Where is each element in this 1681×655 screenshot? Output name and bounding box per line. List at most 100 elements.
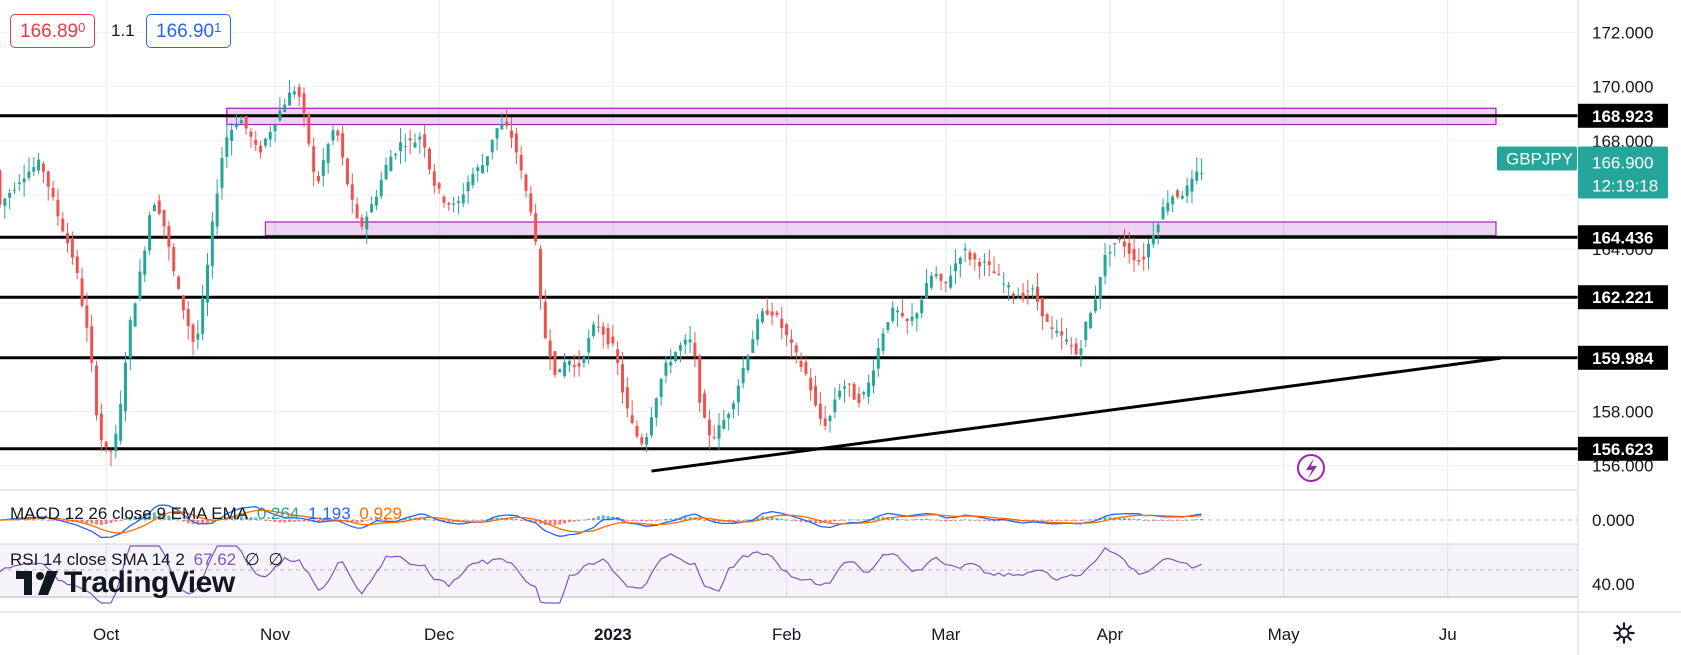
candle-body xyxy=(201,298,205,335)
time-axis[interactable]: Oct Nov Dec 2023 Feb Mar Apr May Ju xyxy=(0,611,1681,644)
candle xyxy=(1113,243,1117,257)
candle xyxy=(746,353,750,373)
macd-hist-bar xyxy=(775,517,779,520)
candle-body xyxy=(210,221,214,267)
candle-body xyxy=(37,159,41,171)
candle xyxy=(109,449,113,467)
candle xyxy=(997,263,1001,276)
candle-body xyxy=(312,146,316,172)
level-label-bg-1 xyxy=(1578,225,1668,250)
candle-body xyxy=(490,139,494,153)
candle xyxy=(1151,222,1155,248)
macd-hist-bar xyxy=(447,520,451,522)
macd-hist-bar xyxy=(1190,519,1194,521)
candle-body xyxy=(838,390,842,398)
candle-body xyxy=(283,104,287,112)
macd-hist-bar xyxy=(1040,520,1044,521)
candle xyxy=(379,171,383,200)
candle-body xyxy=(775,312,779,315)
macd-hist-bar xyxy=(712,520,716,522)
macd-hist-bar xyxy=(944,520,948,522)
candle xyxy=(910,303,914,327)
candle-body xyxy=(51,187,55,198)
candle-body xyxy=(374,196,378,206)
settings-gear-icon[interactable] xyxy=(1613,622,1635,644)
candle-body xyxy=(0,170,2,205)
price-axis[interactable]: 156.000158.000164.000168.000170.000172.0… xyxy=(1497,0,1681,655)
candle-body xyxy=(1093,299,1097,311)
lightning-icon[interactable] xyxy=(1297,454,1325,482)
candle xyxy=(1036,272,1040,311)
candle-body xyxy=(1113,243,1117,245)
macd-hist-bar xyxy=(606,516,610,520)
candle xyxy=(495,127,499,151)
candle-body xyxy=(683,339,687,345)
candle-body xyxy=(152,205,156,212)
candle-body xyxy=(1171,196,1175,205)
macd-hist-bar xyxy=(1050,520,1054,521)
macd-hist-bar xyxy=(794,520,798,522)
trendline xyxy=(651,356,1501,473)
candle-body xyxy=(987,261,991,266)
candle xyxy=(201,284,205,341)
macd-hist-bar xyxy=(809,520,813,523)
candle xyxy=(1069,337,1073,355)
candle xyxy=(601,321,605,349)
candle xyxy=(321,148,325,187)
bid-price: 166.89 xyxy=(20,21,79,42)
candle-body xyxy=(99,413,103,441)
candle xyxy=(712,425,716,440)
candle xyxy=(331,125,335,146)
time-label-6: Apr xyxy=(1097,625,1124,644)
macd-legend[interactable]: MACD 12 26 close 9 EMA EMA 0.264 1.193 0… xyxy=(10,504,406,524)
macd-hist-bar xyxy=(929,519,933,521)
candle-body xyxy=(215,193,219,227)
macd-hist-bar xyxy=(379,518,383,520)
macd-axis-label: 0.000 xyxy=(1592,511,1635,530)
candle xyxy=(302,87,306,127)
candle-body xyxy=(939,274,943,281)
macd-hist-bar xyxy=(355,520,359,523)
candle xyxy=(630,400,634,425)
candle-body xyxy=(259,145,263,153)
macd-hist-bar xyxy=(587,518,591,520)
horizontal-levels xyxy=(0,114,1578,451)
candle-body xyxy=(630,415,634,423)
candle xyxy=(1089,311,1093,330)
candle xyxy=(99,403,103,452)
candle xyxy=(789,329,793,358)
candle xyxy=(896,306,900,327)
candle xyxy=(606,323,610,350)
ask-price-button[interactable]: 166.901 xyxy=(146,14,232,48)
bid-price-button[interactable]: 166.890 xyxy=(10,14,96,48)
candle xyxy=(17,174,21,192)
candle-body xyxy=(360,217,364,227)
candle-body xyxy=(1055,330,1059,334)
rsi-legend[interactable]: RSI 14 close SMA 14 2 67.62 ∅ ∅ xyxy=(10,550,287,570)
candle-body xyxy=(968,252,972,260)
candle-body xyxy=(341,133,345,158)
macd-hist-bar xyxy=(365,520,369,521)
candle xyxy=(61,211,65,233)
candle xyxy=(370,196,374,214)
candle xyxy=(529,185,533,216)
level-label-bg-4 xyxy=(1578,436,1668,461)
candle xyxy=(973,251,977,271)
level-label-0: 168.923 xyxy=(1592,107,1653,126)
macd-hist-bar xyxy=(896,518,900,520)
candle xyxy=(172,243,176,277)
candle xyxy=(1166,190,1170,216)
macd-hist-bar xyxy=(1079,520,1083,521)
macd-hist-bar xyxy=(442,520,446,522)
price-tick-1: 158.000 xyxy=(1592,402,1653,421)
macd-hist-bar xyxy=(596,516,600,520)
macd-hist-bar xyxy=(283,520,287,523)
candle xyxy=(225,124,229,168)
macd-hist-bar xyxy=(654,520,658,521)
rsi-extra-2: ∅ xyxy=(268,550,284,569)
candle xyxy=(1103,242,1107,285)
candle xyxy=(1156,222,1160,245)
candle xyxy=(152,202,156,212)
tradingview-logo[interactable]: TradingView xyxy=(16,566,235,599)
